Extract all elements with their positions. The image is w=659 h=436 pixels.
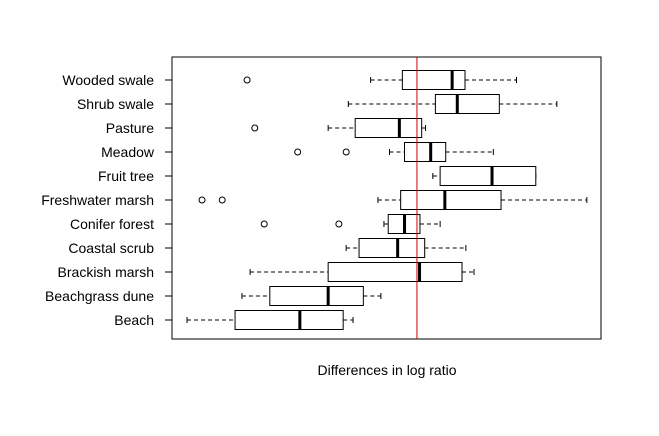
category-label: Coastal scrub [68,240,154,256]
x-axis-title: Differences in log ratio [317,362,456,378]
category-label: Meadow [101,144,155,160]
iqr-box [400,190,502,210]
box-group [432,166,537,186]
iqr-box [269,286,364,306]
category-label: Pasture [106,120,154,136]
outlier-point [218,196,226,204]
iqr-box [327,262,463,282]
outlier-point [294,148,302,156]
category-label: Wooded swale [62,72,154,88]
box-group [186,310,354,330]
category-label: Fruit tree [98,168,154,184]
iqr-box [354,118,423,138]
outlier-point [335,220,343,228]
box-group [347,94,558,114]
boxes-layer [186,70,588,330]
outlier-point [260,220,268,228]
box-group [249,262,475,282]
outlier-point [198,196,206,204]
box-group [260,214,441,234]
iqr-box [234,310,344,330]
box-group [241,286,382,306]
box-group [198,190,588,210]
category-label: Beach [114,312,154,328]
iqr-box [404,142,447,162]
outlier-point [251,124,259,132]
category-label: Shrub swale [77,96,154,112]
iqr-box [439,166,537,186]
outlier-point [342,148,350,156]
box-group [251,118,427,138]
category-label: Brackish marsh [58,264,154,280]
category-label: Conifer forest [70,216,154,232]
iqr-box [358,238,426,258]
category-label: Freshwater marsh [41,192,154,208]
box-group [294,142,494,162]
outlier-point [243,76,251,84]
box-group [345,238,467,258]
iqr-box [401,70,466,90]
category-labels: Wooded swale Shrub swale Pasture Meadow Frui… [41,72,172,328]
iqr-box [434,94,500,114]
category-label: Beachgrass dune [45,288,154,304]
box-group [243,70,517,90]
plot-frame [171,56,602,340]
